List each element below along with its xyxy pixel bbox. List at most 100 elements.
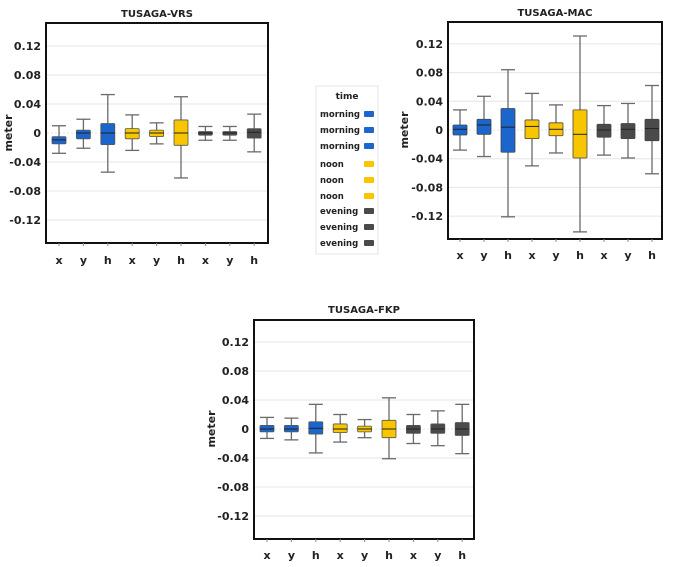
legend-label: evening (320, 207, 358, 217)
legend-label: noon (320, 160, 344, 170)
x-tick-label: x (456, 249, 463, 262)
x-tick-label: y (288, 549, 295, 562)
y-tick-label: 0 (241, 423, 249, 436)
box-evening-x (405, 413, 421, 445)
x-tick-label: h (385, 549, 393, 562)
box-morning-x (259, 416, 275, 440)
y-axis-label: meter (398, 111, 411, 149)
y-tick-label: -0.08 (217, 481, 249, 494)
box-noon-y (548, 104, 564, 154)
y-tick-label: 0 (435, 124, 443, 137)
y-tick-label: 0.08 (14, 69, 41, 82)
y-tick-label: -0.08 (411, 181, 443, 194)
x-tick-label: h (458, 549, 466, 562)
box-iqr (524, 119, 540, 140)
x-tick-label: h (104, 254, 112, 267)
legend-item-morning: morning (320, 110, 374, 120)
legend-label: morning (320, 126, 360, 136)
box-evening-x (596, 104, 612, 156)
legend-swatch (364, 193, 374, 199)
y-tick-label: 0.08 (222, 365, 249, 378)
y-tick-label: -0.04 (9, 156, 41, 169)
legend-label: morning (320, 142, 360, 152)
box-morning-y (283, 417, 299, 441)
x-tick-label: x (263, 549, 270, 562)
legend-swatch (364, 208, 374, 214)
y-tick-label: 0 (33, 127, 41, 140)
y-tick-label: 0.12 (14, 40, 41, 53)
chart-title: TUSAGA-VRS (121, 9, 193, 20)
legend-item-evening: evening (320, 239, 374, 249)
box-iqr (596, 123, 612, 138)
legend-swatch (364, 177, 374, 183)
x-tick-label: y (552, 249, 559, 262)
legend-label: noon (320, 176, 344, 186)
box-noon-x (332, 413, 348, 443)
legend-swatch (364, 240, 374, 246)
x-tick-label: y (80, 254, 87, 267)
box-noon-y (149, 122, 165, 145)
legend-title: time (336, 92, 359, 102)
x-tick-label: y (480, 249, 487, 262)
box-morning-y (76, 118, 91, 149)
x-tick-label: h (576, 249, 584, 262)
plot-frame (447, 21, 663, 240)
box-evening-y (620, 102, 636, 159)
x-tick-label: h (312, 549, 320, 562)
box-iqr (246, 128, 262, 139)
y-tick-label: -0.12 (217, 510, 249, 523)
x-tick-label: y (226, 254, 233, 267)
y-tick-label: -0.04 (411, 153, 443, 166)
x-tick-label: x (410, 549, 417, 562)
legend-swatch (364, 127, 374, 133)
box-morning-h (500, 69, 516, 218)
box-noon-x (124, 114, 140, 152)
legend-label: morning (320, 110, 360, 120)
x-tick-label: h (648, 249, 656, 262)
x-tick-label: y (153, 254, 160, 267)
box-morning-x (452, 109, 468, 151)
x-tick-label: y (624, 249, 631, 262)
chart-title: TUSAGA-FKP (328, 305, 400, 316)
box-noon-h (173, 96, 189, 179)
x-tick-label: h (250, 254, 258, 267)
legend: time morning morning morning noon noon noon ev… (315, 85, 379, 255)
y-tick-label: -0.04 (217, 452, 249, 465)
y-axis-label: meter (2, 114, 15, 152)
y-tick-label: 0.08 (416, 67, 443, 80)
x-tick-label: x (528, 249, 535, 262)
box-morning-x (51, 125, 67, 154)
box-iqr (452, 124, 468, 136)
x-tick-label: x (129, 254, 136, 267)
box-noon-x (524, 92, 540, 167)
legend-swatch (364, 161, 374, 167)
box-iqr (500, 108, 516, 153)
x-tick-label: y (434, 549, 441, 562)
box-evening-y (430, 410, 446, 447)
y-tick-label: -0.12 (9, 214, 41, 227)
legend-label: evening (320, 223, 358, 233)
plot-frame (253, 319, 475, 540)
x-tick-label: y (361, 549, 368, 562)
legend-item-morning: morning (320, 126, 374, 136)
y-tick-label: -0.08 (9, 185, 41, 198)
box-iqr (476, 118, 492, 135)
y-tick-label: 0.04 (14, 98, 41, 111)
box-evening-h (246, 113, 262, 153)
box-iqr (100, 123, 116, 145)
x-tick-label: x (202, 254, 209, 267)
x-tick-label: x (337, 549, 344, 562)
legend-item-noon: noon (320, 160, 374, 170)
box-iqr (76, 129, 91, 140)
legend-item-evening: evening (320, 223, 374, 233)
x-tick-label: h (177, 254, 185, 267)
box-evening-x (197, 125, 213, 141)
x-tick-label: x (55, 254, 62, 267)
y-tick-label: -0.12 (411, 210, 443, 223)
box-iqr (620, 123, 636, 140)
legend-label: evening (320, 239, 358, 249)
box-noon-h (572, 35, 588, 233)
chart-mac: TUSAGA-MAC meter 0.12 0.08 0.04 0 -0.04 -0.08… (398, 8, 663, 262)
box-evening-y (222, 125, 238, 141)
